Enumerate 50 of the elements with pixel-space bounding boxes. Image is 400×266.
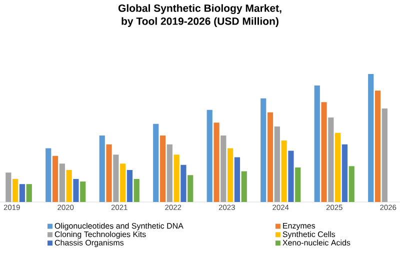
bar — [288, 150, 294, 202]
bar — [99, 135, 105, 202]
bar — [342, 144, 348, 202]
bar — [321, 102, 327, 202]
bar — [12, 178, 18, 202]
bar — [73, 178, 79, 202]
legend-label: Xeno-nucleic Acids — [282, 240, 350, 246]
legend-label: Enzymes — [283, 222, 316, 230]
bar — [134, 178, 140, 202]
bar — [188, 175, 194, 202]
bar — [228, 148, 234, 202]
bar — [214, 122, 220, 202]
bar — [52, 156, 58, 202]
bar — [6, 172, 12, 202]
bar — [166, 144, 172, 202]
bar — [348, 166, 354, 202]
bar — [106, 144, 112, 202]
bar — [295, 167, 301, 202]
bar — [180, 164, 186, 202]
bar — [374, 90, 381, 202]
bar — [241, 171, 247, 202]
legend-label: Chassis Organisms — [54, 240, 124, 248]
bar — [160, 135, 166, 202]
bar — [260, 98, 266, 202]
bar — [328, 118, 334, 202]
legend-label: Oligonucleotides and Synthetic DNA — [54, 222, 184, 230]
bar — [174, 154, 180, 202]
bar — [153, 124, 159, 202]
bar — [59, 164, 65, 202]
bar — [80, 182, 86, 202]
bar — [368, 74, 374, 202]
bar — [274, 126, 280, 202]
bar — [113, 154, 119, 202]
bar — [46, 148, 52, 202]
bar — [66, 170, 72, 202]
bar — [206, 110, 212, 202]
bar — [220, 135, 226, 202]
bar — [126, 170, 133, 202]
bar — [335, 132, 341, 202]
chart-title: Global Synthetic Biology Market, by Tool 2019-2026 (USD Million) — [118, 4, 282, 27]
bar — [314, 86, 320, 202]
bar — [26, 184, 32, 202]
legend-label: Synthetic Cells — [282, 231, 336, 239]
bar — [382, 108, 388, 202]
legend-label: Cloning Technologies Kits — [54, 231, 146, 239]
bar — [267, 112, 274, 202]
bar — [281, 140, 287, 202]
bar — [234, 157, 240, 202]
bar — [120, 164, 126, 202]
bar — [19, 184, 26, 202]
